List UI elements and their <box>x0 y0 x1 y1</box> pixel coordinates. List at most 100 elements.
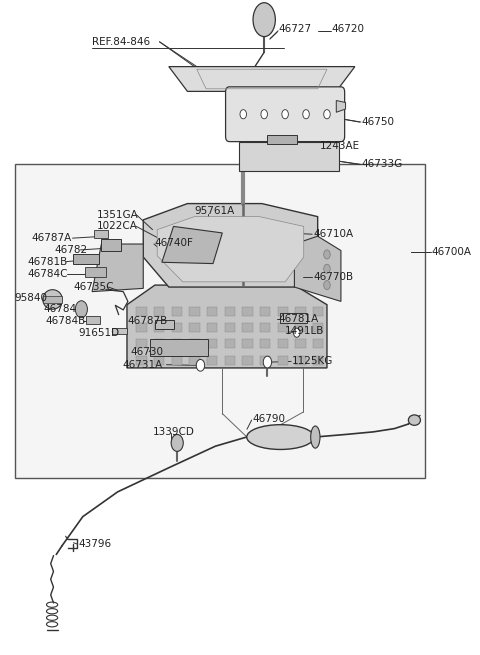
Bar <box>189 307 200 316</box>
Bar <box>295 307 306 316</box>
Ellipse shape <box>408 415 420 425</box>
Text: 46720: 46720 <box>332 24 365 34</box>
Bar <box>266 135 297 143</box>
Text: 46733G: 46733G <box>362 159 403 170</box>
Bar <box>43 296 62 303</box>
Text: 46781A: 46781A <box>278 314 318 324</box>
Bar <box>154 323 164 332</box>
Bar <box>73 254 99 264</box>
Bar <box>225 339 235 348</box>
Bar <box>172 339 182 348</box>
Circle shape <box>263 356 272 368</box>
FancyBboxPatch shape <box>239 142 338 171</box>
Polygon shape <box>336 100 346 112</box>
Bar <box>242 323 252 332</box>
Text: 46770B: 46770B <box>313 272 353 282</box>
Text: 46735C: 46735C <box>73 282 114 292</box>
Circle shape <box>240 109 247 119</box>
Bar <box>112 328 127 334</box>
Ellipse shape <box>253 3 276 37</box>
Bar <box>154 307 164 316</box>
Bar <box>95 231 108 238</box>
FancyBboxPatch shape <box>15 164 425 477</box>
Bar <box>260 339 270 348</box>
Bar <box>136 307 146 316</box>
Text: 46710A: 46710A <box>313 229 353 239</box>
Ellipse shape <box>311 426 320 448</box>
Bar <box>313 356 323 365</box>
Bar <box>242 356 252 365</box>
Text: REF.84-846: REF.84-846 <box>92 37 150 47</box>
Bar <box>295 356 306 365</box>
Bar <box>207 356 217 365</box>
Text: 46730: 46730 <box>131 346 164 356</box>
Bar <box>136 356 146 365</box>
Text: 1339CD: 1339CD <box>153 427 194 437</box>
Text: 1351GA: 1351GA <box>97 210 139 219</box>
Text: 46790: 46790 <box>252 414 286 424</box>
Bar <box>154 356 164 365</box>
Circle shape <box>261 109 267 119</box>
Circle shape <box>303 109 309 119</box>
Bar <box>313 307 323 316</box>
Bar <box>207 307 217 316</box>
Text: 46784C: 46784C <box>27 269 68 279</box>
Bar <box>260 307 270 316</box>
Circle shape <box>75 301 87 318</box>
Polygon shape <box>157 217 304 282</box>
Text: 46727: 46727 <box>278 24 311 34</box>
Bar <box>172 356 182 365</box>
Text: 95761A: 95761A <box>194 206 235 216</box>
Bar <box>172 307 182 316</box>
Text: 46787A: 46787A <box>32 233 72 243</box>
Ellipse shape <box>247 424 314 449</box>
Bar <box>242 307 252 316</box>
Bar <box>225 356 235 365</box>
Bar <box>277 356 288 365</box>
Text: 46784: 46784 <box>43 304 76 314</box>
Bar <box>313 339 323 348</box>
Text: 46750: 46750 <box>362 117 395 127</box>
Text: 46700A: 46700A <box>432 248 472 257</box>
Polygon shape <box>92 244 143 291</box>
Bar <box>260 356 270 365</box>
Bar <box>207 339 217 348</box>
Bar <box>85 267 106 276</box>
Text: 43796: 43796 <box>78 539 111 549</box>
Circle shape <box>324 109 330 119</box>
Bar <box>86 316 100 324</box>
Text: 46740F: 46740F <box>155 238 194 248</box>
Text: 46784B: 46784B <box>46 316 86 326</box>
Bar <box>277 339 288 348</box>
Bar <box>136 323 146 332</box>
Text: 46782: 46782 <box>55 245 88 255</box>
Bar <box>189 356 200 365</box>
Text: 95840: 95840 <box>14 293 48 303</box>
Polygon shape <box>169 67 355 92</box>
Bar <box>242 339 252 348</box>
Bar <box>101 240 121 251</box>
Bar <box>150 339 208 356</box>
Text: 1243AE: 1243AE <box>320 141 360 151</box>
Circle shape <box>324 250 330 259</box>
Polygon shape <box>162 227 222 263</box>
Bar <box>225 323 235 332</box>
Text: 1125KG: 1125KG <box>292 356 334 366</box>
Text: 1022CA: 1022CA <box>97 221 138 231</box>
Text: 1491LB: 1491LB <box>285 326 324 337</box>
FancyBboxPatch shape <box>226 87 345 141</box>
Bar <box>136 339 146 348</box>
Circle shape <box>282 109 288 119</box>
Ellipse shape <box>43 290 62 309</box>
Bar <box>277 307 288 316</box>
Bar <box>155 320 174 329</box>
Bar <box>154 339 164 348</box>
Circle shape <box>171 434 183 451</box>
Polygon shape <box>143 204 318 287</box>
Circle shape <box>324 280 330 290</box>
Bar <box>277 323 288 332</box>
Bar <box>295 323 306 332</box>
Circle shape <box>293 328 300 337</box>
Bar <box>313 323 323 332</box>
Text: 46787B: 46787B <box>127 316 167 326</box>
